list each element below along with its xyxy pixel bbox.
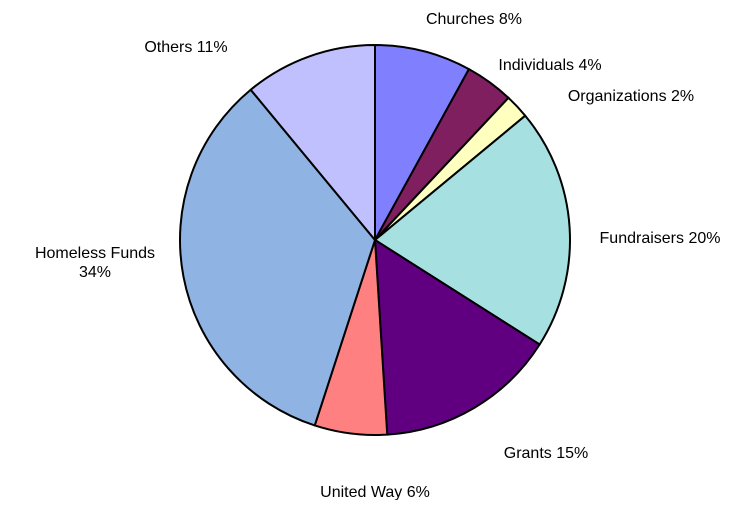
slices-layer: [179, 44, 571, 436]
pie-slice-fundraisers: [374, 114, 571, 346]
slice-label-homeless-funds: Homeless Funds 34%: [35, 245, 155, 281]
slice-label-grants: Grants 15%: [504, 445, 588, 462]
slice-label-individuals: Individuals 4%: [498, 57, 601, 74]
pie-slice-homeless-funds: [179, 88, 376, 427]
labels-layer: Churches 8% Individuals 4% Organizations 2…: [35, 11, 721, 501]
slice-label-others: Others 11%: [144, 39, 227, 56]
pie-slice-others: [249, 44, 376, 241]
slice-label-united-way: United Way 6%: [320, 484, 430, 500]
pie-slice-grants: [374, 239, 541, 436]
slice-label-organizations: Organizations 2%: [568, 88, 694, 105]
slice-label-fundraisers: Fundraisers 20%: [600, 230, 721, 247]
pie-slice-churches: [374, 44, 470, 241]
slice-label-churches: Churches 8%: [426, 11, 522, 28]
